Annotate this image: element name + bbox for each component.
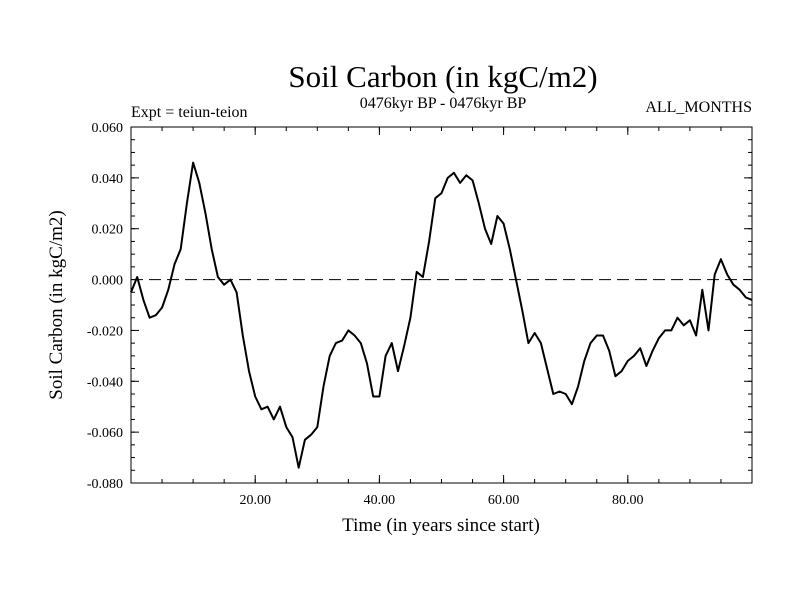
y-tick-label: 0.000 [92, 274, 124, 289]
x-tick-label: 20.00 [239, 493, 271, 508]
x-tick-label: 40.00 [364, 493, 396, 508]
chart-subtitle: 0476kyr BP - 0476kyr BP [360, 95, 527, 112]
y-tick-label: 0.060 [92, 121, 124, 136]
x-tick-label: 80.00 [612, 493, 644, 508]
months-label: ALL_MONTHS [645, 99, 752, 116]
y-tick-label: -0.020 [87, 324, 123, 339]
plot-area: 0.060 0.040 0.020 0.000 -0.020 -0.040 -0.060 -0… [87, 121, 753, 508]
y-tick-label: 0.040 [92, 172, 124, 187]
chart-title: Soil Carbon (in kgC/m2) [288, 59, 597, 94]
y-tick-label: -0.060 [87, 426, 123, 441]
x-tick-label: 60.00 [488, 493, 520, 508]
y-axis-label: Soil Carbon (in kgC/m2) [46, 210, 67, 399]
series-line [130, 161, 753, 469]
experiment-label: Expt = teiun-teion [131, 104, 248, 121]
y-tick-label: -0.040 [87, 375, 123, 390]
plot-frame [130, 126, 753, 484]
x-axis-label: Time (in years since start) [342, 515, 540, 536]
y-tick-label: -0.080 [87, 477, 123, 492]
y-tick-label: 0.020 [92, 223, 124, 238]
